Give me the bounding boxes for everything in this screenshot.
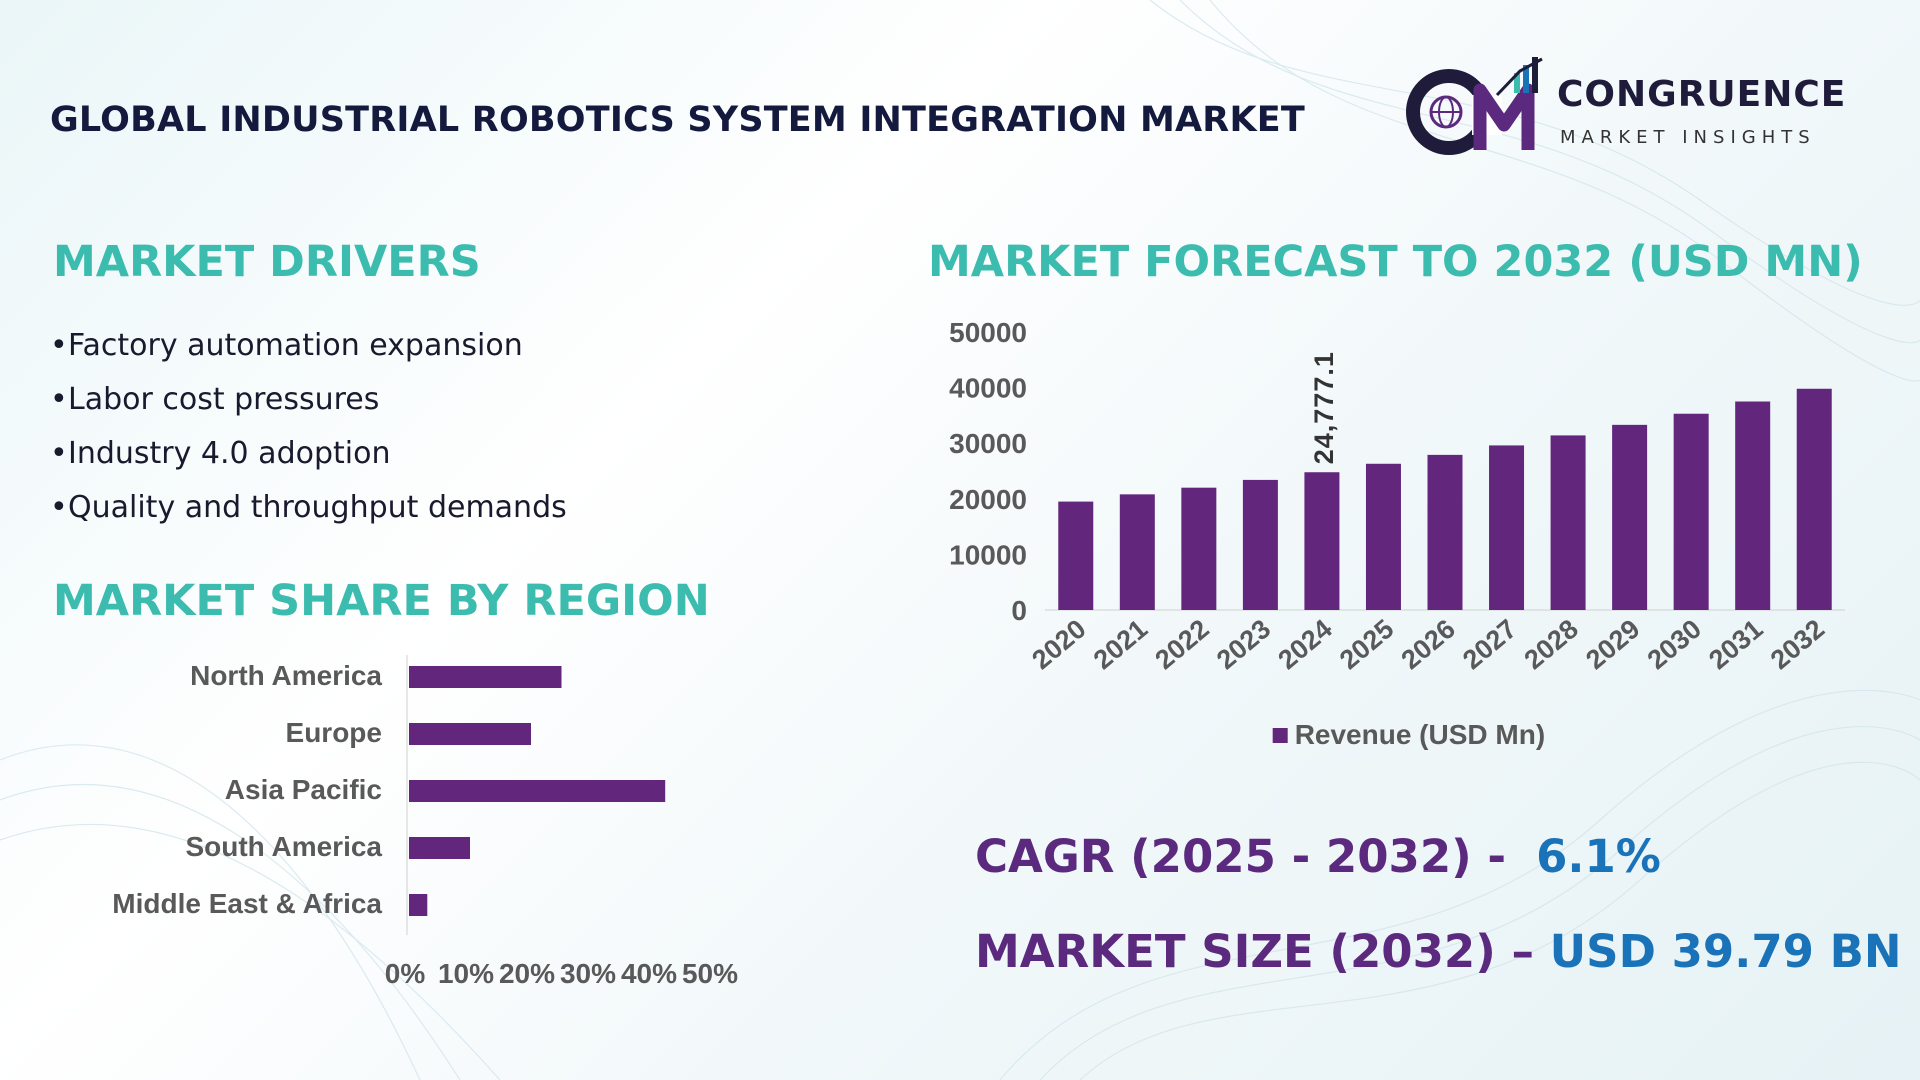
market-size-label: MARKET SIZE (2032) –	[975, 925, 1534, 978]
cagr-label: CAGR (2025 - 2032) -	[975, 830, 1507, 883]
region-x-tick-label: 10%	[438, 958, 494, 989]
logo-mark-icon	[1406, 57, 1543, 155]
forecast-chart: 0100002000030000400005000020202021202220…	[949, 317, 1845, 750]
driver-item: •Industry 4.0 adoption	[50, 436, 391, 471]
region-x-tick-label: 20%	[499, 958, 555, 989]
region-category-label: North America	[190, 660, 382, 691]
forecast-bar	[1365, 463, 1401, 610]
region-category-label: Europe	[286, 717, 382, 748]
region-bar	[409, 780, 666, 802]
forecast-y-tick-label: 30000	[949, 428, 1027, 459]
forecast-y-tick-label: 40000	[949, 373, 1027, 404]
forecast-x-tick-label: 2030	[1642, 614, 1707, 676]
legend-label: Revenue (USD Mn)	[1295, 719, 1545, 750]
forecast-x-tick-label: 2024	[1272, 614, 1337, 676]
forecast-bar	[1058, 501, 1094, 610]
forecast-bar	[1796, 388, 1832, 610]
forecast-bar	[1612, 424, 1648, 610]
forecast-x-tick-label: 2031	[1703, 614, 1768, 676]
region-bar	[409, 837, 470, 859]
forecast-x-tick-label: 2026	[1396, 614, 1461, 676]
region-share-chart: North America Europe Asia Pacific South Ame…	[112, 655, 738, 989]
region-x-tick-label: 30%	[560, 958, 616, 989]
drivers-list: •Factory automation expansion •Labor cos…	[50, 322, 567, 538]
logo-name: CONGRUENCE	[1557, 74, 1847, 115]
forecast-x-tick-label: 2029	[1580, 614, 1645, 676]
forecast-chart-title: MARKET FORECAST TO 2032 (USD MN)	[928, 237, 1863, 287]
forecast-bar	[1242, 479, 1278, 610]
cagr-value: 6.1%	[1536, 830, 1661, 883]
forecast-y-tick-label: 20000	[949, 484, 1027, 515]
region-bar	[409, 666, 562, 688]
forecast-y-tick-label: 10000	[949, 539, 1027, 570]
drivers-title: MARKET DRIVERS	[53, 237, 481, 287]
forecast-x-tick-label: 2027	[1457, 614, 1522, 676]
logo-tagline: MARKET INSIGHTS	[1560, 127, 1816, 148]
market-size-kpi: MARKET SIZE (2032) – USD 39.79 BN	[975, 925, 1902, 978]
region-category-label: South America	[185, 831, 382, 862]
region-category-label: Asia Pacific	[225, 774, 382, 805]
forecast-x-tick-label: 2028	[1519, 614, 1584, 676]
forecast-bar	[1489, 445, 1525, 610]
forecast-bar	[1673, 413, 1709, 610]
region-category-label: Middle East & Africa	[112, 888, 382, 919]
forecast-bar	[1119, 494, 1155, 610]
forecast-y-tick-label: 0	[1011, 595, 1027, 626]
forecast-bar	[1304, 472, 1340, 610]
forecast-x-tick-label: 2025	[1334, 614, 1399, 676]
forecast-x-tick-label: 2022	[1149, 614, 1214, 676]
region-bar	[409, 894, 428, 916]
company-logo: CONGRUENCE MARKET INSIGHTS	[1402, 55, 1872, 160]
forecast-data-label: 24,777.1	[1309, 351, 1339, 464]
driver-item: •Factory automation expansion	[50, 328, 523, 363]
forecast-x-tick-label: 2021	[1088, 614, 1153, 676]
region-x-tick-label: 50%	[682, 958, 738, 989]
forecast-y-tick-label: 50000	[949, 317, 1027, 348]
page-title: GLOBAL INDUSTRIAL ROBOTICS SYSTEM INTEGR…	[50, 100, 1305, 140]
region-chart-title: MARKET SHARE BY REGION	[53, 576, 710, 626]
region-x-tick-label: 0%	[385, 958, 426, 989]
forecast-bar	[1735, 401, 1771, 610]
forecast-bar	[1181, 487, 1217, 610]
forecast-x-tick-label: 2023	[1211, 614, 1276, 676]
forecast-x-tick-label: 2032	[1765, 614, 1830, 676]
driver-item: •Quality and throughput demands	[50, 490, 567, 525]
market-size-value: USD 39.79 BN	[1549, 925, 1902, 978]
region-bar	[409, 723, 531, 745]
cagr-kpi: CAGR (2025 - 2032) - 6.1%	[975, 830, 1661, 883]
forecast-bar	[1550, 435, 1586, 610]
region-x-tick-label: 40%	[621, 958, 677, 989]
legend-swatch	[1272, 728, 1288, 743]
forecast-x-tick-label: 2020	[1026, 614, 1091, 676]
driver-item: •Labor cost pressures	[50, 382, 380, 417]
forecast-bar	[1427, 454, 1463, 610]
